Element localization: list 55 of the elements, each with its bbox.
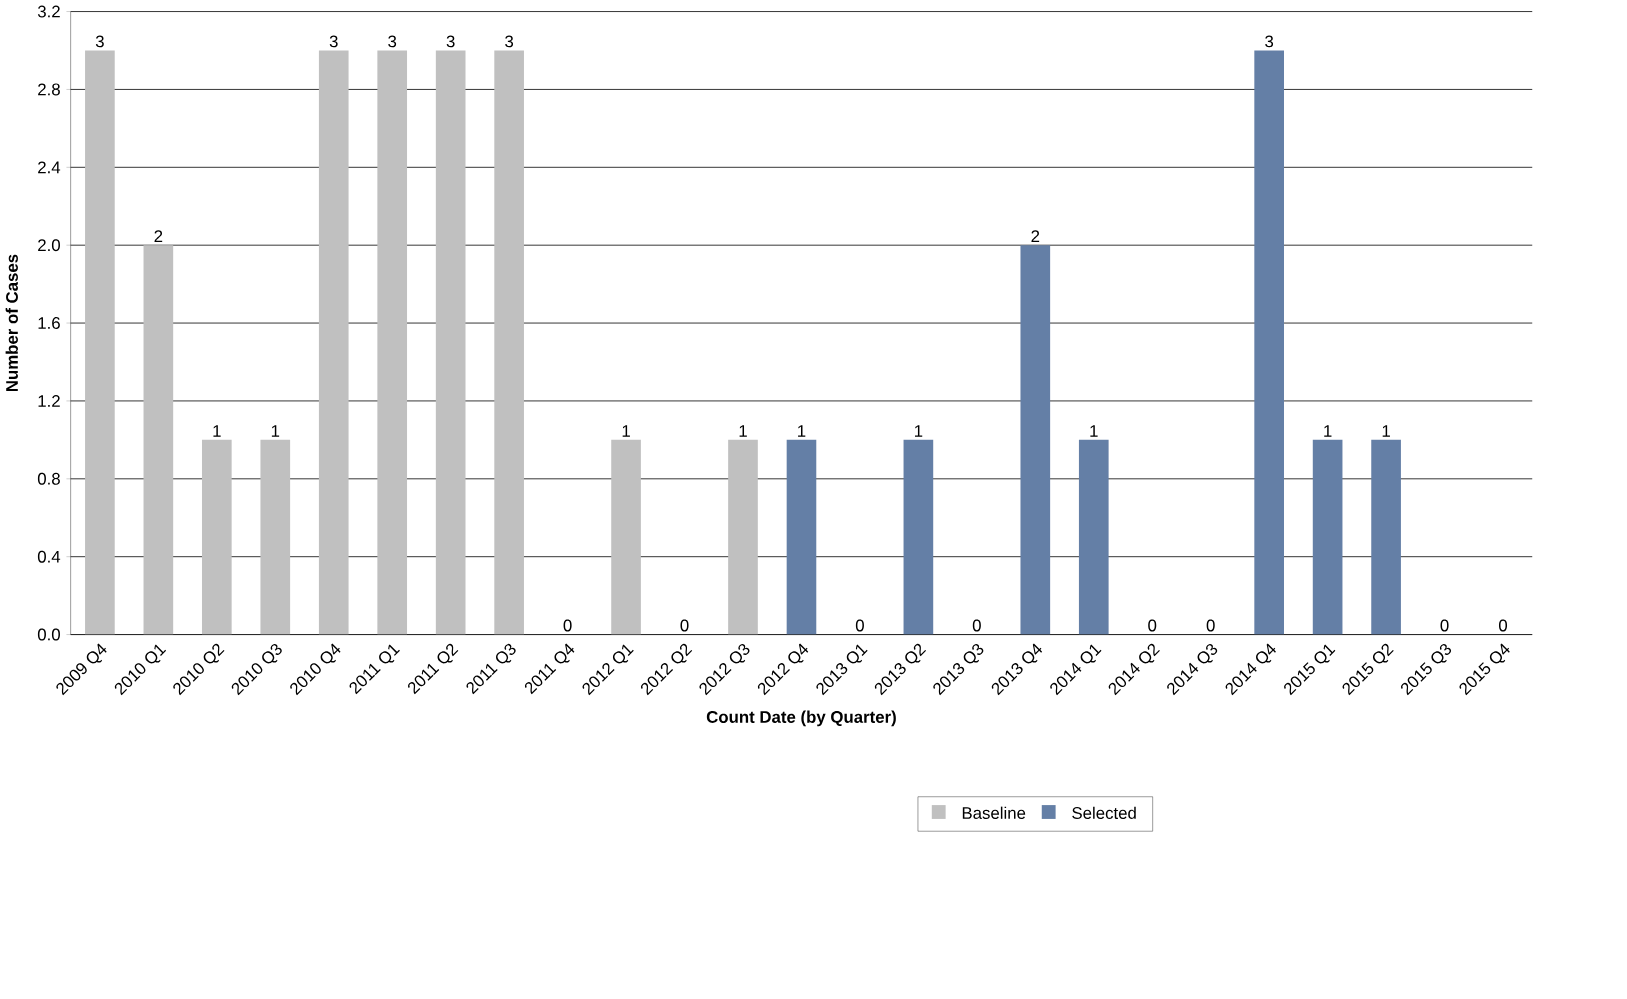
bar — [903, 440, 934, 635]
x-axis-title: Count Date (by Quarter) — [706, 710, 896, 727]
y-tick-label: 2.8 — [38, 83, 60, 96]
bar — [611, 440, 641, 635]
bar — [201, 440, 232, 635]
data-label: 0 — [972, 619, 981, 632]
data-label: 3 — [505, 35, 514, 48]
bar — [728, 440, 758, 635]
data-label: 1 — [739, 425, 747, 437]
y-tick-label: 0.8 — [37, 473, 60, 485]
bar — [85, 50, 115, 635]
y-axis-title: Number of Cases — [5, 254, 18, 392]
bar — [1020, 245, 1051, 635]
bar — [143, 245, 174, 635]
data-label: 1 — [622, 425, 630, 437]
data-label: 1 — [271, 425, 280, 437]
data-label: 0 — [1440, 619, 1449, 632]
data-label: 1 — [1382, 425, 1390, 437]
bar — [377, 50, 408, 635]
legend-label: Baseline — [962, 806, 1026, 820]
y-tick-label: 2.4 — [38, 161, 61, 174]
data-label: 0 — [1148, 619, 1157, 632]
bar — [1312, 440, 1343, 635]
data-label: 1 — [1324, 425, 1332, 437]
data-label: 3 — [1265, 35, 1274, 48]
data-label: 1 — [914, 425, 923, 437]
data-label: 3 — [388, 35, 397, 48]
y-tick-label: 1.2 — [38, 395, 60, 407]
y-tick-label: 0.0 — [37, 628, 60, 641]
y-tick-label: 0.4 — [37, 550, 61, 563]
y-tick-label: 1.6 — [38, 317, 60, 330]
bar — [786, 440, 817, 635]
y-tick-label: 2.0 — [38, 239, 60, 252]
data-label: 1 — [798, 425, 806, 437]
data-label: 3 — [329, 35, 338, 48]
legend-label: Selected — [1072, 806, 1136, 820]
bar — [494, 50, 524, 635]
data-label: 2 — [1031, 230, 1040, 243]
bar — [1254, 50, 1284, 635]
data-label: 3 — [95, 35, 104, 48]
data-label: 1 — [1090, 425, 1098, 437]
data-label: 1 — [213, 425, 221, 437]
bar — [1371, 440, 1401, 635]
data-label: 2 — [154, 230, 163, 243]
data-label: 3 — [446, 35, 455, 48]
data-label: 0 — [680, 619, 689, 632]
data-label: 0 — [855, 619, 864, 632]
bar — [435, 50, 466, 635]
bar — [318, 50, 349, 635]
data-label: 0 — [563, 619, 572, 632]
bar — [260, 440, 291, 635]
y-tick-label: 3.2 — [37, 5, 60, 18]
bar — [1078, 440, 1109, 635]
data-label: 0 — [1206, 619, 1215, 632]
data-label: 0 — [1498, 619, 1508, 632]
